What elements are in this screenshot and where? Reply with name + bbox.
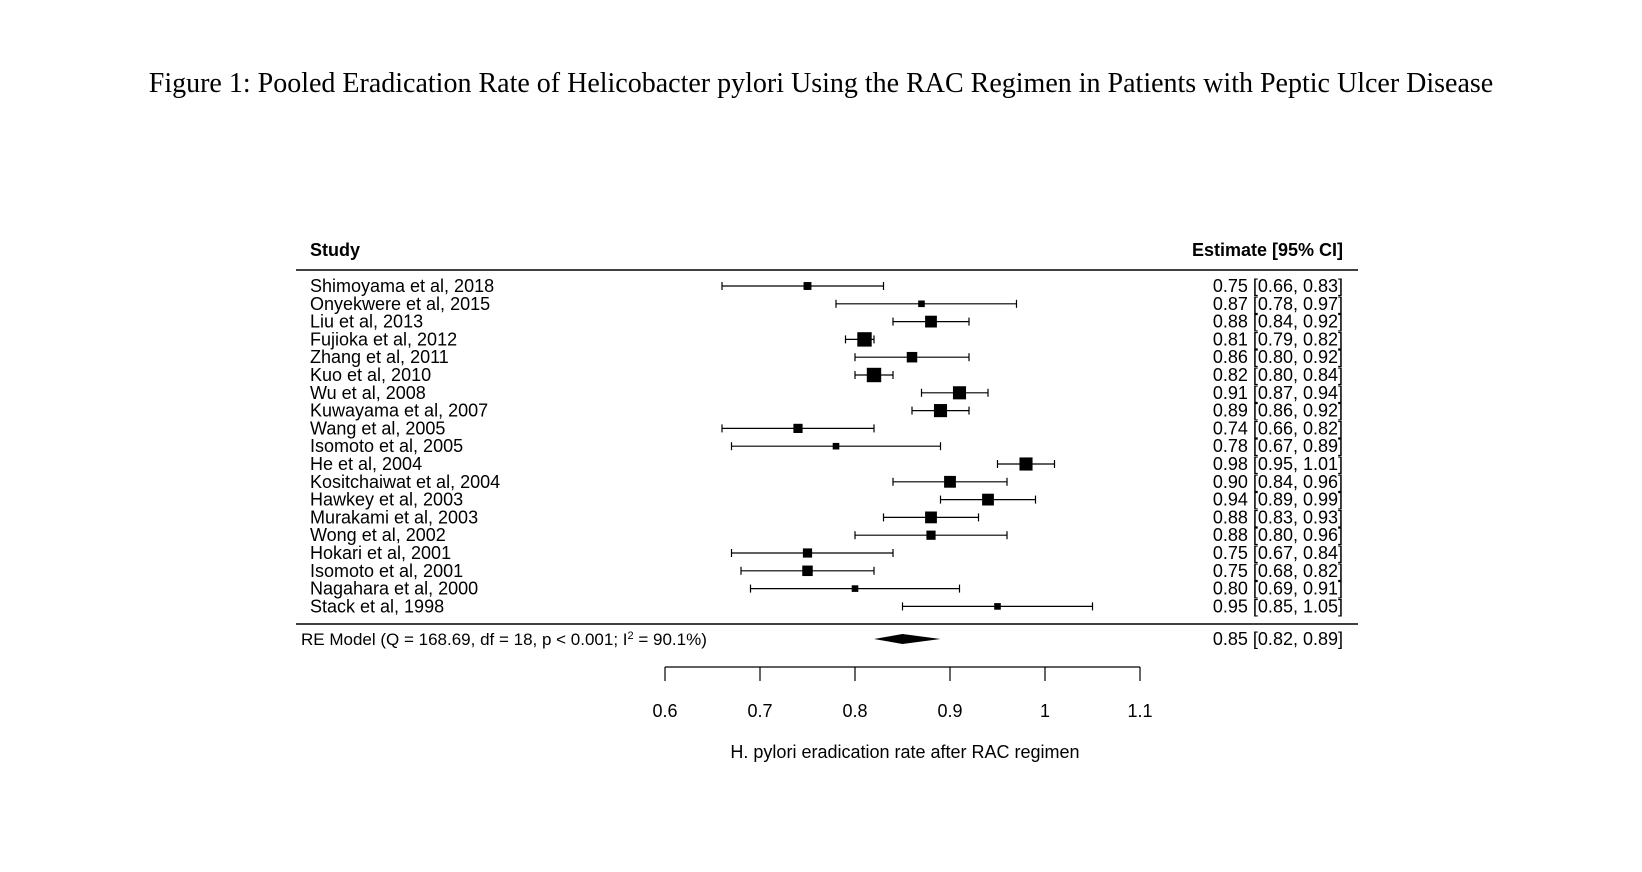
figure-title: Figure 1: Pooled Eradication Rate of Hel… [148, 68, 1494, 99]
study-name: Murakami et al, 2003 [310, 507, 478, 527]
study-estimate-label: 0.91 [0.87, 0.94] [1213, 383, 1343, 403]
study-estimate-label: 0.86 [0.80, 0.92] [1213, 347, 1343, 367]
point-estimate [1019, 457, 1033, 471]
study-name: Onyekwere et al, 2015 [310, 294, 490, 314]
study-row: Onyekwere et al, 2015 0.87 [0.78, 0.97] [310, 294, 1343, 314]
study-rows: Shimoyama et al, 2018 0.75 [0.66, 0.83]On… [310, 276, 1343, 616]
point-estimate [832, 442, 840, 450]
study-estimate-label: 0.89 [0.86, 0.92] [1213, 401, 1343, 421]
point-estimate [926, 530, 936, 540]
study-row: Hokari et al, 2001 0.75 [0.67, 0.84] [310, 543, 1343, 563]
study-name: Hawkey et al, 2003 [310, 490, 463, 510]
study-estimate-label: 0.98 [0.95, 1.01] [1213, 454, 1343, 474]
study-estimate-label: 0.81 [0.79, 0.82] [1213, 329, 1343, 349]
point-estimate [802, 565, 813, 577]
study-estimate-label: 0.88 [0.83, 0.93] [1213, 507, 1343, 527]
point-estimate [994, 603, 1001, 610]
study-estimate-label: 0.78 [0.67, 0.89] [1213, 436, 1343, 456]
study-estimate-label: 0.75 [0.67, 0.84] [1213, 543, 1343, 563]
study-name: Liu et al, 2013 [310, 312, 423, 332]
study-estimate-label: 0.88 [0.84, 0.92] [1213, 312, 1343, 332]
study-row: Wu et al, 2008 0.91 [0.87, 0.94] [310, 383, 1343, 403]
x-tick-label: 0.7 [747, 701, 772, 721]
summary-label-prefix: RE Model (Q = 168.69, df = 18, p < 0.001… [301, 630, 628, 649]
study-row: Kuo et al, 2010 0.82 [0.80, 0.84] [310, 365, 1343, 385]
study-row: Kositchaiwat et al, 2004 0.90 [0.84, 0.96… [310, 472, 1343, 492]
point-estimate [933, 404, 948, 418]
study-row: Nagahara et al, 2000 0.80 [0.69, 0.91] [310, 579, 1343, 599]
point-estimate [793, 423, 803, 433]
summary-model-label: RE Model (Q = 168.69, df = 18, p < 0.001… [301, 630, 707, 649]
x-tick-label: 0.8 [842, 701, 867, 721]
point-estimate [906, 351, 918, 363]
summary-estimate-label: 0.85 [0.82, 0.89] [1213, 629, 1343, 649]
x-tick-label: 1 [1040, 701, 1050, 721]
point-estimate [918, 300, 925, 308]
x-tick-label: 0.6 [652, 701, 677, 721]
x-tick-label: 1.1 [1127, 701, 1152, 721]
summary-label-superscript: 2 [628, 630, 634, 642]
study-row: Isomoto et al, 2001 0.75 [0.68, 0.82] [310, 561, 1343, 581]
study-row: Wang et al, 2005 0.74 [0.66, 0.82] [310, 418, 1343, 438]
point-estimate [944, 475, 956, 488]
study-name: Isomoto et al, 2001 [310, 561, 463, 581]
study-estimate-label: 0.80 [0.69, 0.91] [1213, 579, 1343, 599]
study-row: Fujioka et al, 2012 0.81 [0.79, 0.82] [310, 329, 1343, 349]
point-estimate [982, 493, 994, 506]
study-estimate-label: 0.82 [0.80, 0.84] [1213, 365, 1343, 385]
summary-label-suffix: = 90.1%) [634, 630, 707, 649]
study-name: Nagahara et al, 2000 [310, 579, 478, 599]
study-name: Kositchaiwat et al, 2004 [310, 472, 500, 492]
study-estimate-label: 0.75 [0.66, 0.83] [1213, 276, 1343, 296]
study-row: Stack et al, 1998 0.95 [0.85, 1.05] [310, 596, 1343, 616]
study-name: Stack et al, 1998 [310, 596, 444, 616]
study-name: Hokari et al, 2001 [310, 543, 451, 563]
point-estimate [802, 548, 813, 558]
study-name: Isomoto et al, 2005 [310, 436, 463, 456]
study-name: Wong et al, 2002 [310, 525, 446, 545]
point-estimate [925, 511, 937, 524]
study-row: Kuwayama et al, 2007 0.89 [0.86, 0.92] [310, 401, 1343, 421]
study-name: Fujioka et al, 2012 [310, 329, 457, 349]
study-estimate-label: 0.88 [0.80, 0.96] [1213, 525, 1343, 545]
x-tick-label: 0.9 [937, 701, 962, 721]
study-row: Wong et al, 2002 0.88 [0.80, 0.96] [310, 525, 1343, 545]
point-estimate [952, 386, 967, 400]
x-axis: 0.6 0.7 0.8 0.9 1 1.1 [652, 666, 1153, 721]
point-estimate [866, 367, 882, 383]
study-estimate-label: 0.94 [0.89, 0.99] [1213, 490, 1343, 510]
study-name: Kuwayama et al, 2007 [310, 401, 488, 421]
summary-diamond [874, 634, 941, 644]
study-row: Shimoyama et al, 2018 0.75 [0.66, 0.83] [310, 276, 1343, 296]
study-estimate-label: 0.95 [0.85, 1.05] [1213, 596, 1343, 616]
x-axis-label: H. pylori eradication rate after RAC reg… [730, 742, 1079, 762]
study-row: Murakami et al, 2003 0.88 [0.83, 0.93] [310, 507, 1343, 527]
study-row: Isomoto et al, 2005 0.78 [0.67, 0.89] [310, 436, 1343, 456]
study-estimate-label: 0.87 [0.78, 0.97] [1213, 294, 1343, 314]
study-row: Zhang et al, 2011 0.86 [0.80, 0.92] [310, 347, 1343, 367]
study-column-header: Study [310, 240, 360, 260]
study-row: Hawkey et al, 2003 0.94 [0.89, 0.99] [310, 490, 1343, 510]
study-name: Shimoyama et al, 2018 [310, 276, 494, 296]
study-estimate-label: 0.75 [0.68, 0.82] [1213, 561, 1343, 581]
study-name: Wu et al, 2008 [310, 383, 426, 403]
study-name: Kuo et al, 2010 [310, 365, 431, 385]
study-estimate-label: 0.74 [0.66, 0.82] [1213, 418, 1343, 438]
point-estimate [925, 315, 937, 328]
study-name: Zhang et al, 2011 [310, 347, 449, 367]
point-estimate [851, 585, 859, 592]
study-row: Liu et al, 2013 0.88 [0.84, 0.92] [310, 312, 1343, 332]
study-name: He et al, 2004 [310, 454, 422, 474]
study-name: Wang et al, 2005 [310, 418, 445, 438]
point-estimate [803, 282, 812, 290]
study-estimate-label: 0.90 [0.84, 0.96] [1213, 472, 1343, 492]
estimate-column-header: Estimate [95% CI] [1192, 240, 1343, 260]
point-estimate [857, 332, 872, 347]
study-row: He et al, 2004 0.98 [0.95, 1.01] [310, 454, 1343, 474]
